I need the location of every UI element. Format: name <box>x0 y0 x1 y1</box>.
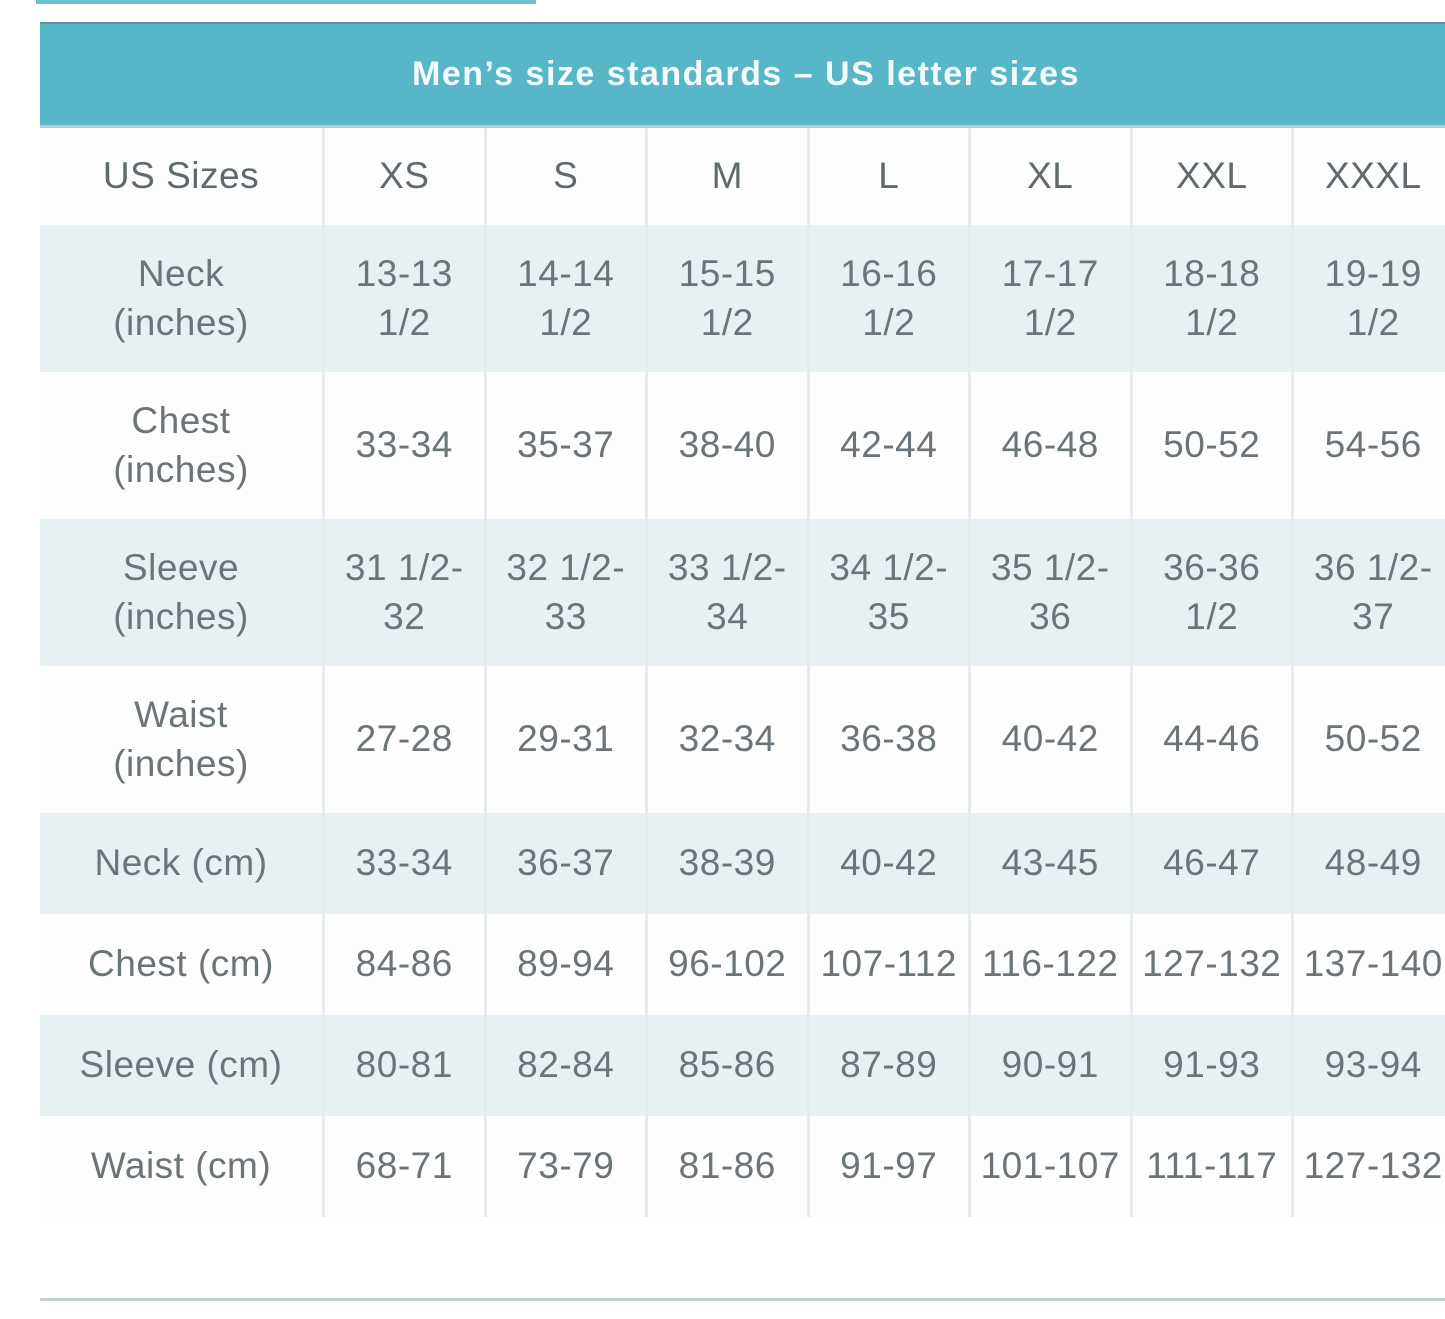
value-cell: 38-39 <box>645 813 807 914</box>
value-cell: 36-38 <box>806 666 969 813</box>
value-cell: 96-102 <box>645 914 807 1015</box>
value-cell: 32 1/2- 33 <box>483 519 646 666</box>
value-cell: 127-132 <box>1291 1116 1445 1217</box>
value-cell: 33-34 <box>322 372 484 519</box>
value-cell: 18-18 1/2 <box>1129 225 1292 372</box>
table-row: Neck (inches) 13-13 1/2 14-14 1/2 15-15 1/2… <box>40 225 1445 372</box>
value-cell: 33 1/2- 34 <box>645 519 807 666</box>
value-cell: 34 1/2- 35 <box>806 519 969 666</box>
value-cell: 80-81 <box>322 1015 484 1116</box>
value-cell: 93-94 <box>1291 1015 1445 1116</box>
value-cell: 32-34 <box>645 666 807 813</box>
row-label-cell: Sleeve (cm) <box>79 1044 283 1086</box>
value-cell: 85-86 <box>645 1015 807 1116</box>
value-cell: 44-46 <box>1129 666 1292 813</box>
value-cell: 15-15 1/2 <box>645 225 807 372</box>
value-cell: 19-19 1/2 <box>1291 225 1445 372</box>
size-header-cell: XXXL <box>1291 128 1445 225</box>
value-cell: 17-17 1/2 <box>968 225 1130 372</box>
table-title-banner: Men’s size standards – US letter sizes <box>40 22 1445 128</box>
size-header-cell: XXL <box>1129 128 1292 225</box>
value-cell: 36-37 <box>483 813 646 914</box>
row-label-cell: Chest (inches) <box>113 399 249 490</box>
size-header-cell: XL <box>968 128 1130 225</box>
value-cell: 38-40 <box>645 372 807 519</box>
table-row: Chest (inches) 33-34 35-37 38-40 42-44 46-48 5… <box>40 372 1445 519</box>
size-table-grid: US Sizes XS S M L XL XXL XXXL Neck (inches) 13-13… <box>40 128 1445 1217</box>
value-cell: 84-86 <box>322 914 484 1015</box>
value-cell: 101-107 <box>968 1116 1130 1217</box>
table-title: Men’s size standards – US letter sizes <box>412 55 1080 93</box>
value-cell: 36 1/2- 37 <box>1291 519 1445 666</box>
value-cell: 13-13 1/2 <box>322 225 484 372</box>
value-cell: 89-94 <box>483 914 646 1015</box>
value-cell: 46-47 <box>1129 813 1292 914</box>
row-label-cell: Neck (cm) <box>94 842 268 884</box>
table-row: US Sizes XS S M L XL XXL XXXL <box>40 128 1445 225</box>
value-cell: 137-140 <box>1291 914 1445 1015</box>
value-cell: 48-49 <box>1291 813 1445 914</box>
size-header-cell: S <box>483 128 646 225</box>
value-cell: 91-93 <box>1129 1015 1292 1116</box>
value-cell: 14-14 1/2 <box>483 225 646 372</box>
value-cell: 16-16 1/2 <box>806 225 969 372</box>
table-row: Sleeve (cm) 80-81 82-84 85-86 87-89 90-91 91-9… <box>40 1015 1445 1116</box>
value-cell: 116-122 <box>968 914 1130 1015</box>
value-cell: 40-42 <box>806 813 969 914</box>
table-row: Sleeve (inches) 31 1/2- 32 32 1/2- 33 33 1/… <box>40 519 1445 666</box>
value-cell: 73-79 <box>483 1116 646 1217</box>
corner-header-cell: US Sizes <box>102 155 260 197</box>
value-cell: 29-31 <box>483 666 646 813</box>
row-label-cell: Waist (cm) <box>90 1145 272 1187</box>
size-header-cell: XS <box>322 128 484 225</box>
value-cell: 36-36 1/2 <box>1129 519 1292 666</box>
value-cell: 35-37 <box>483 372 646 519</box>
value-cell: 68-71 <box>322 1116 484 1217</box>
row-label-cell: Waist (inches) <box>113 693 249 784</box>
table-row: Neck (cm) 33-34 36-37 38-39 40-42 43-45 46-47 4… <box>40 813 1445 914</box>
value-cell: 35 1/2- 36 <box>968 519 1130 666</box>
size-table: Men’s size standards – US letter sizes U… <box>40 22 1445 1217</box>
value-cell: 33-34 <box>322 813 484 914</box>
value-cell: 27-28 <box>322 666 484 813</box>
value-cell: 50-52 <box>1129 372 1292 519</box>
value-cell: 50-52 <box>1291 666 1445 813</box>
row-label-cell: Chest (cm) <box>88 943 274 985</box>
value-cell: 43-45 <box>968 813 1130 914</box>
bottom-divider <box>40 1298 1445 1301</box>
value-cell: 90-91 <box>968 1015 1130 1116</box>
size-header-cell: L <box>806 128 969 225</box>
value-cell: 127-132 <box>1129 914 1292 1015</box>
top-edge-accent <box>36 0 536 4</box>
size-chart: Men’s size standards – US letter sizes U… <box>40 22 1445 1217</box>
row-label-cell: Sleeve (inches) <box>113 546 249 637</box>
value-cell: 107-112 <box>806 914 969 1015</box>
value-cell: 42-44 <box>806 372 969 519</box>
value-cell: 31 1/2- 32 <box>322 519 484 666</box>
value-cell: 91-97 <box>806 1116 969 1217</box>
table-row: Waist (cm) 68-71 73-79 81-86 91-97 101-107 111… <box>40 1116 1445 1217</box>
value-cell: 40-42 <box>968 666 1130 813</box>
row-label-cell: Neck (inches) <box>113 252 249 343</box>
value-cell: 46-48 <box>968 372 1130 519</box>
size-header-cell: M <box>645 128 807 225</box>
table-row: Waist (inches) 27-28 29-31 32-34 36-38 40-42 4… <box>40 666 1445 813</box>
table-row: Chest (cm) 84-86 89-94 96-102 107-112 116-122… <box>40 914 1445 1015</box>
value-cell: 87-89 <box>806 1015 969 1116</box>
value-cell: 81-86 <box>645 1116 807 1217</box>
value-cell: 111-117 <box>1129 1116 1292 1217</box>
value-cell: 54-56 <box>1291 372 1445 519</box>
value-cell: 82-84 <box>483 1015 646 1116</box>
